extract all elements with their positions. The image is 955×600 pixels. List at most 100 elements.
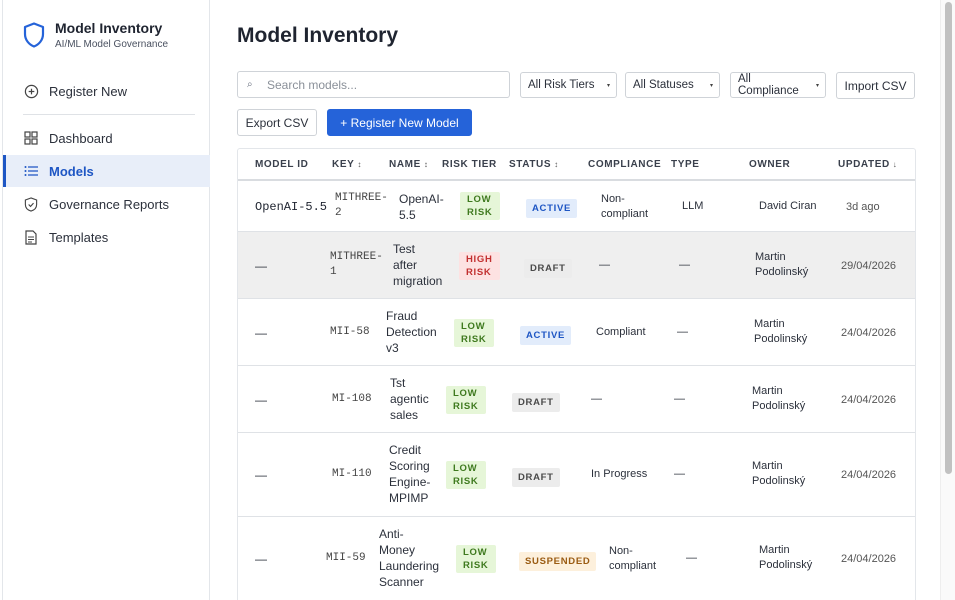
col-risk-tier: RISK TIER xyxy=(442,159,497,170)
model-name[interactable]: Test after migration xyxy=(393,241,442,289)
compliance-line: Non- xyxy=(601,193,625,205)
sidebar-item-label: Templates xyxy=(49,229,109,245)
col-updated[interactable]: UPDATED ↓ xyxy=(838,159,897,170)
table-header: MODEL ID KEY ↕ NAME ↕ RISK TIER STATUS ↕ CO… xyxy=(238,149,915,181)
model-key: MI-110 xyxy=(332,468,372,480)
model-name-line: v3 xyxy=(386,341,399,355)
sidebar-item-templates[interactable]: Templates xyxy=(3,221,210,253)
model-key-line: MITHREE- xyxy=(330,251,383,263)
model-key: MITHREE- 2 xyxy=(335,191,388,221)
col-type: TYPE xyxy=(671,159,700,170)
risk-tier-line: HIGH xyxy=(466,254,493,265)
model-id: — xyxy=(255,552,267,566)
model-name[interactable]: Anti- Money Laundering Scanner xyxy=(379,526,439,590)
model-name-line: migration xyxy=(393,274,443,288)
table-row[interactable]: OpenAI-5.5 MITHREE- 2 OpenAI- 5.5 LOW RISK … xyxy=(238,181,915,232)
risk-tier-line: RISK xyxy=(453,476,479,487)
chevron-down-icon: ▾ xyxy=(709,82,713,89)
owner-value: Martin Podolinský xyxy=(759,543,812,573)
col-status[interactable]: STATUS ↕ xyxy=(509,159,559,170)
brand-title: Model Inventory xyxy=(55,20,163,36)
type-value: — xyxy=(686,552,697,564)
plus-circle-icon xyxy=(23,83,39,99)
sort-icon: ↕ xyxy=(554,160,559,169)
col-key[interactable]: KEY ↕ xyxy=(332,159,362,170)
model-name-line: Fraud xyxy=(386,309,418,323)
table-row[interactable]: — MI-110 Credit Scoring Engine- MPIMP LOW RI… xyxy=(238,433,915,517)
table-row[interactable]: — MII-58 Fraud Detection v3 LOW RISK ACTIVE… xyxy=(238,299,915,366)
sidebar-divider xyxy=(23,114,195,115)
model-id: — xyxy=(255,259,267,273)
risk-tier-line: RISK xyxy=(467,207,493,218)
model-name[interactable]: Fraud Detection v3 xyxy=(386,308,437,356)
owner-line: Podolinský xyxy=(759,559,813,571)
model-key: MI-108 xyxy=(332,393,372,405)
import-csv-button[interactable]: Import CSV xyxy=(836,72,915,99)
sidebar-item-dashboard[interactable]: Dashboard xyxy=(3,122,210,154)
col-status-label: STATUS xyxy=(509,159,552,170)
col-name-label: NAME xyxy=(389,159,421,170)
compliance-value: — xyxy=(599,259,610,271)
scrollbar[interactable] xyxy=(940,0,955,600)
risk-tier-line: RISK xyxy=(466,267,492,278)
register-new-model-button[interactable]: + Register New Model xyxy=(327,109,472,136)
col-updated-label: UPDATED xyxy=(838,159,890,170)
model-name-line: Test xyxy=(393,242,416,256)
table-row[interactable]: — MITHREE- 1 Test after migration HIGH RISK … xyxy=(238,232,915,299)
model-name-line: OpenAI- xyxy=(399,192,444,206)
compliance-line: compliant xyxy=(601,208,649,220)
model-key: MITHREE- 1 xyxy=(330,250,383,280)
sidebar-item-label: Register New xyxy=(49,83,128,99)
brand: Model Inventory AI/ML Model Governance xyxy=(23,20,168,52)
risk-tier-line: LOW xyxy=(463,547,488,558)
owner-value: David Ciran xyxy=(759,200,817,212)
sidebar-item-register-new[interactable]: Register New xyxy=(3,75,210,107)
model-name-line: Tst xyxy=(390,376,406,390)
document-icon xyxy=(23,229,39,245)
compliance-value: Compliant xyxy=(596,326,646,338)
table-row[interactable]: — MI-108 Tst agentic sales LOW RISK DRAFT —… xyxy=(238,366,915,433)
owner-value: Martin Podolinský xyxy=(752,384,805,414)
search-input[interactable] xyxy=(267,77,497,92)
model-id: — xyxy=(255,326,267,340)
scrollbar-thumb[interactable] xyxy=(945,2,952,474)
export-csv-button[interactable]: Export CSV xyxy=(237,109,317,136)
owner-line: Martin xyxy=(755,251,786,263)
table-row[interactable]: — MII-59 Anti- Money Laundering Scanner LOW… xyxy=(238,517,915,600)
compliance-value: In Progress xyxy=(591,468,648,480)
model-name-line: Scanner xyxy=(379,575,424,589)
status-badge: DRAFT xyxy=(512,393,560,412)
sort-icon: ↕ xyxy=(357,160,362,169)
sidebar-item-governance-reports[interactable]: Governance Reports xyxy=(3,188,210,220)
sidebar-item-models[interactable]: Models xyxy=(3,155,210,187)
model-name[interactable]: Credit Scoring Engine- MPIMP xyxy=(389,442,430,506)
model-name-line: Scoring xyxy=(389,459,430,473)
model-id: OpenAI-5.5 xyxy=(255,200,328,214)
type-value: — xyxy=(677,326,688,338)
status-badge: DRAFT xyxy=(512,468,560,487)
owner-line: Podolinský xyxy=(752,475,806,487)
type-value: — xyxy=(679,259,690,271)
risk-tier-line: LOW xyxy=(453,388,478,399)
compliance-value: — xyxy=(591,393,602,405)
owner-line: Martin xyxy=(752,460,783,472)
search-box[interactable]: ⌕ xyxy=(237,71,510,98)
shield-icon xyxy=(23,22,45,48)
models-table: MODEL ID KEY ↕ NAME ↕ RISK TIER STATUS ↕ CO… xyxy=(237,148,916,600)
model-name[interactable]: Tst agentic sales xyxy=(390,375,429,423)
risk-tier-filter[interactable]: All Risk Tiers ▾ xyxy=(520,72,617,98)
status-filter[interactable]: All Statuses ▾ xyxy=(625,72,720,98)
status-badge: SUSPENDED xyxy=(519,552,597,571)
model-key: MII-59 xyxy=(326,552,366,564)
sort-icon: ↕ xyxy=(423,160,429,169)
updated-value: 3d ago xyxy=(846,201,880,213)
owner-line: Podolinský xyxy=(752,400,806,412)
risk-tier-line: RISK xyxy=(453,401,479,412)
owner-line: Martin xyxy=(754,318,785,330)
model-name[interactable]: OpenAI- 5.5 xyxy=(399,191,444,223)
compliance-filter[interactable]: All Compliance ▾ xyxy=(730,72,826,98)
status-badge: ACTIVE xyxy=(520,326,572,345)
col-name[interactable]: NAME ↕ xyxy=(389,159,428,170)
risk-tier-line: RISK xyxy=(463,560,489,571)
sidebar: Model Inventory AI/ML Model Governance R… xyxy=(2,0,210,600)
